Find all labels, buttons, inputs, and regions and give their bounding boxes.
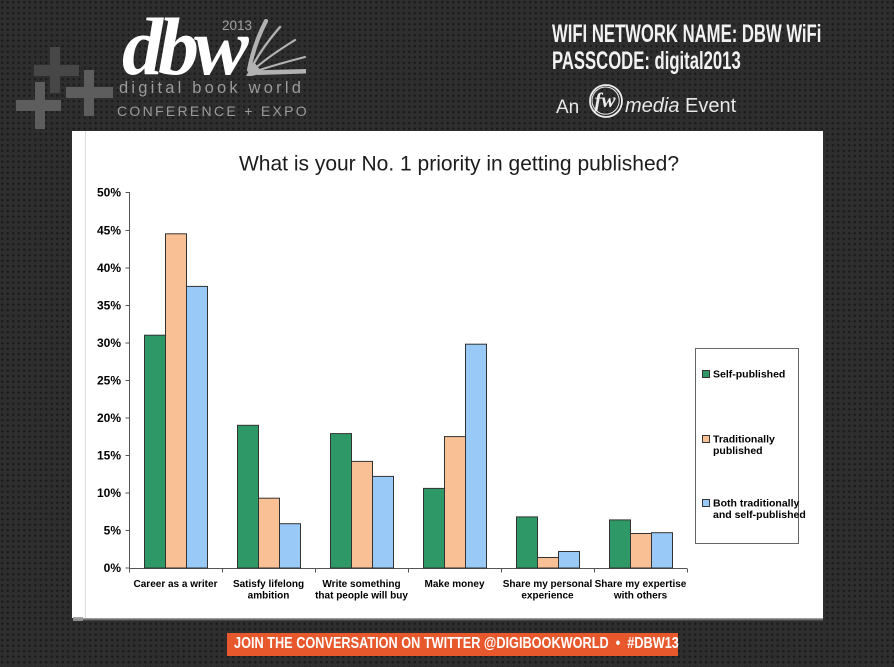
svg-text:Share my expertise: Share my expertise (595, 579, 687, 590)
svg-text:40%: 40% (97, 261, 121, 275)
svg-text:with others: with others (613, 591, 668, 602)
svg-text:35%: 35% (97, 299, 121, 313)
svg-text:Satisfy lifelong: Satisfy lifelong (233, 579, 304, 590)
svg-text:Make money: Make money (424, 579, 484, 590)
svg-text:50%: 50% (97, 186, 121, 200)
svg-text:What is your No. 1 priority in: What is your No. 1 priority in getting p… (239, 153, 679, 176)
svg-text:45%: 45% (97, 224, 121, 238)
svg-text:and self-published: and self-published (713, 509, 806, 521)
svg-text:10%: 10% (97, 486, 121, 500)
svg-text:Self-published: Self-published (713, 369, 785, 381)
svg-text:5%: 5% (104, 524, 122, 538)
svg-text:experience: experience (521, 591, 574, 602)
svg-text:25%: 25% (97, 374, 121, 388)
svg-text:ambition: ambition (248, 591, 290, 602)
svg-text:published: published (713, 445, 763, 457)
svg-text:30%: 30% (97, 336, 121, 350)
svg-text:Write something: Write something (322, 579, 400, 590)
svg-text:Share my personal: Share my personal (503, 579, 593, 590)
svg-text:15%: 15% (97, 449, 121, 463)
svg-text:Career as a writer: Career as a writer (134, 579, 218, 590)
svg-text:20%: 20% (97, 411, 121, 425)
svg-text:0%: 0% (104, 561, 122, 575)
svg-text:Traditionally: Traditionally (713, 434, 775, 446)
svg-text:fw: fw (595, 88, 617, 112)
svg-text:Both traditionally: Both traditionally (713, 498, 799, 510)
svg-text:that people will buy: that people will buy (315, 591, 408, 602)
